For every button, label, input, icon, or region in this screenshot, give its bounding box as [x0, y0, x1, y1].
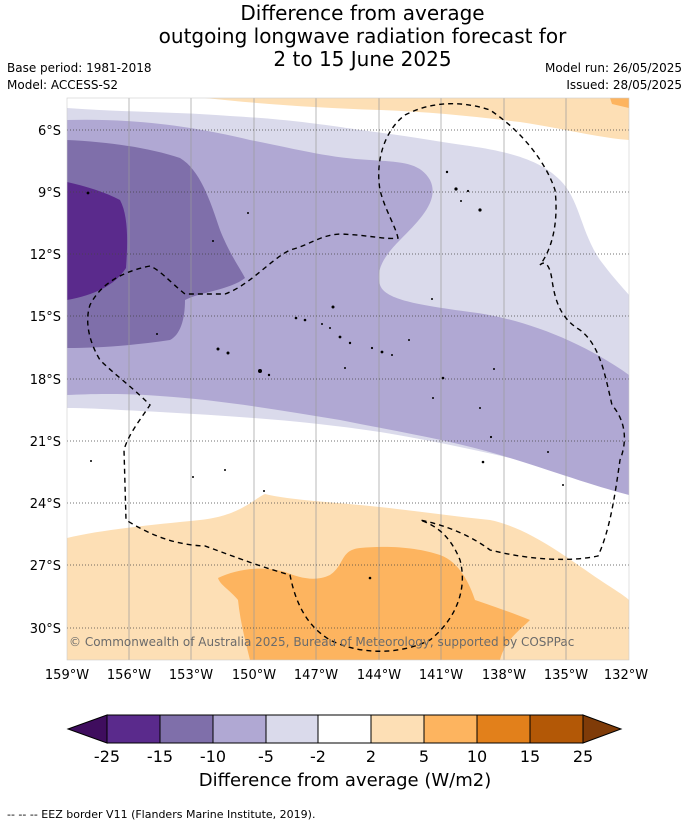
lon-label-132w: 132°W: [604, 668, 648, 683]
colorbar-bin-3: [212, 714, 267, 744]
lat-label-6s: 6°S: [38, 124, 61, 139]
colorbar-bin-1: [106, 714, 161, 744]
colorbar-title: Difference from average (W/m2): [198, 770, 492, 791]
latitude-axis: 6°S 9°S 12°S 15°S 18°S 21°S 24°S 27°S 30…: [30, 124, 61, 637]
colorbar-extend-high: [582, 714, 623, 744]
positive-anomaly-core-south: [218, 546, 530, 660]
colorbar-tick-5: -2: [310, 747, 326, 766]
base-period: Base period: 1981-2018: [7, 61, 152, 75]
lat-label-15s: 15°S: [30, 310, 61, 325]
colorbar-bin-2: [159, 714, 214, 744]
map-title: Difference from average outgoing longwav…: [0, 2, 690, 71]
colorbar-bin-5: [317, 714, 372, 744]
eez-footnote: -- -- -- EEZ border V11 (Flanders Marine…: [7, 808, 316, 821]
islands: [86, 170, 564, 580]
colorbar-tick-6: 2: [366, 747, 376, 766]
model-name: Model: ACCESS-S2: [7, 78, 119, 92]
negative-anomaly-band-dark: [67, 140, 245, 348]
map-latitude-lines: [67, 129, 629, 629]
colorbar-bin-8: [476, 714, 531, 744]
copyright-notice: © Commonwealth of Australia 2025, Bureau…: [69, 635, 574, 649]
colorbar-tick-4: -5: [258, 747, 274, 766]
colorbar-tick-7: 5: [419, 747, 429, 766]
colorbar-tick-8: 10: [467, 747, 487, 766]
lat-label-27s: 27°S: [30, 559, 61, 574]
colorbar-tick-10: 25: [573, 747, 593, 766]
title-line-3: 2 to 15 June 2025: [273, 47, 452, 71]
lat-label-24s: 24°S: [30, 497, 61, 512]
colorbar-bin-4: [265, 714, 319, 744]
lon-label-138w: 138°W: [482, 668, 526, 683]
positive-anomaly-core-north: [610, 98, 629, 108]
colorbar-tick-1: -25: [94, 747, 120, 766]
eez-border-west: [87, 102, 626, 652]
longitude-axis: 159°W 156°W 153°W 150°W 147°W 144°W 141°…: [45, 668, 648, 683]
lat-label-21s: 21°S: [30, 435, 61, 450]
lat-label-18s: 18°S: [30, 373, 61, 388]
lon-label-141w: 141°W: [419, 668, 463, 683]
colorbar-bin-6: [370, 714, 425, 744]
map-frame: [66, 97, 630, 661]
colorbar-bin-7: [423, 714, 478, 744]
colorbar: [66, 714, 623, 744]
lat-label-9s: 9°S: [38, 186, 61, 201]
lon-label-159w: 159°W: [45, 668, 89, 683]
issued-date: Issued: 28/05/2025: [566, 78, 682, 92]
lon-label-156w: 156°W: [107, 668, 151, 683]
lon-label-153w: 153°W: [169, 668, 213, 683]
lat-label-12s: 12°S: [30, 248, 61, 263]
lon-label-144w: 144°W: [357, 668, 401, 683]
model-info: Base period: 1981-2018 Model: ACCESS-S2: [7, 60, 152, 94]
title-line-2: outgoing longwave radiation forecast for: [158, 24, 567, 48]
run-info: Model run: 26/05/2025 Issued: 28/05/2025: [545, 60, 682, 94]
colorbar-ticks: -25 -15 -10 -5 -2 2 5 10 15 25: [94, 747, 593, 766]
colorbar-extend-low: [66, 714, 108, 744]
title-line-1: Difference from average: [240, 1, 485, 25]
positive-anomaly-band-north: [205, 98, 629, 140]
colorbar-tick-2: -15: [147, 747, 173, 766]
colorbar-tick-9: 15: [520, 747, 540, 766]
eez-borders: [87, 102, 626, 652]
colorbar-bin-9: [529, 714, 584, 744]
model-run: Model run: 26/05/2025: [544, 61, 682, 75]
negative-anomaly-core: [67, 182, 128, 300]
lon-label-135w: 135°W: [544, 668, 588, 683]
lon-label-150w: 150°W: [232, 668, 276, 683]
lat-label-30s: 30°S: [30, 622, 61, 637]
lon-label-147w: 147°W: [294, 668, 338, 683]
colorbar-tick-3: -10: [200, 747, 226, 766]
